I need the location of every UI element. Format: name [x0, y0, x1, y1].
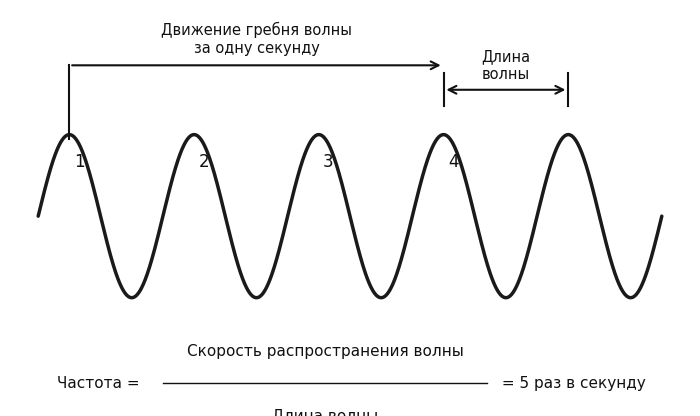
Text: 3: 3	[323, 153, 334, 171]
Text: Скорость распространения волны: Скорость распространения волны	[187, 344, 463, 359]
Text: Длина волны: Длина волны	[272, 408, 378, 416]
Text: Длина
волны: Длина волны	[482, 49, 531, 82]
Text: 1: 1	[74, 153, 85, 171]
Text: Частота =: Частота =	[57, 376, 144, 391]
Text: = 5 раз в секунду: = 5 раз в секунду	[496, 376, 645, 391]
Text: Движение гребня волны
за одну секунду: Движение гребня волны за одну секунду	[161, 22, 352, 55]
Text: 2: 2	[199, 153, 209, 171]
Text: 4: 4	[448, 153, 458, 171]
